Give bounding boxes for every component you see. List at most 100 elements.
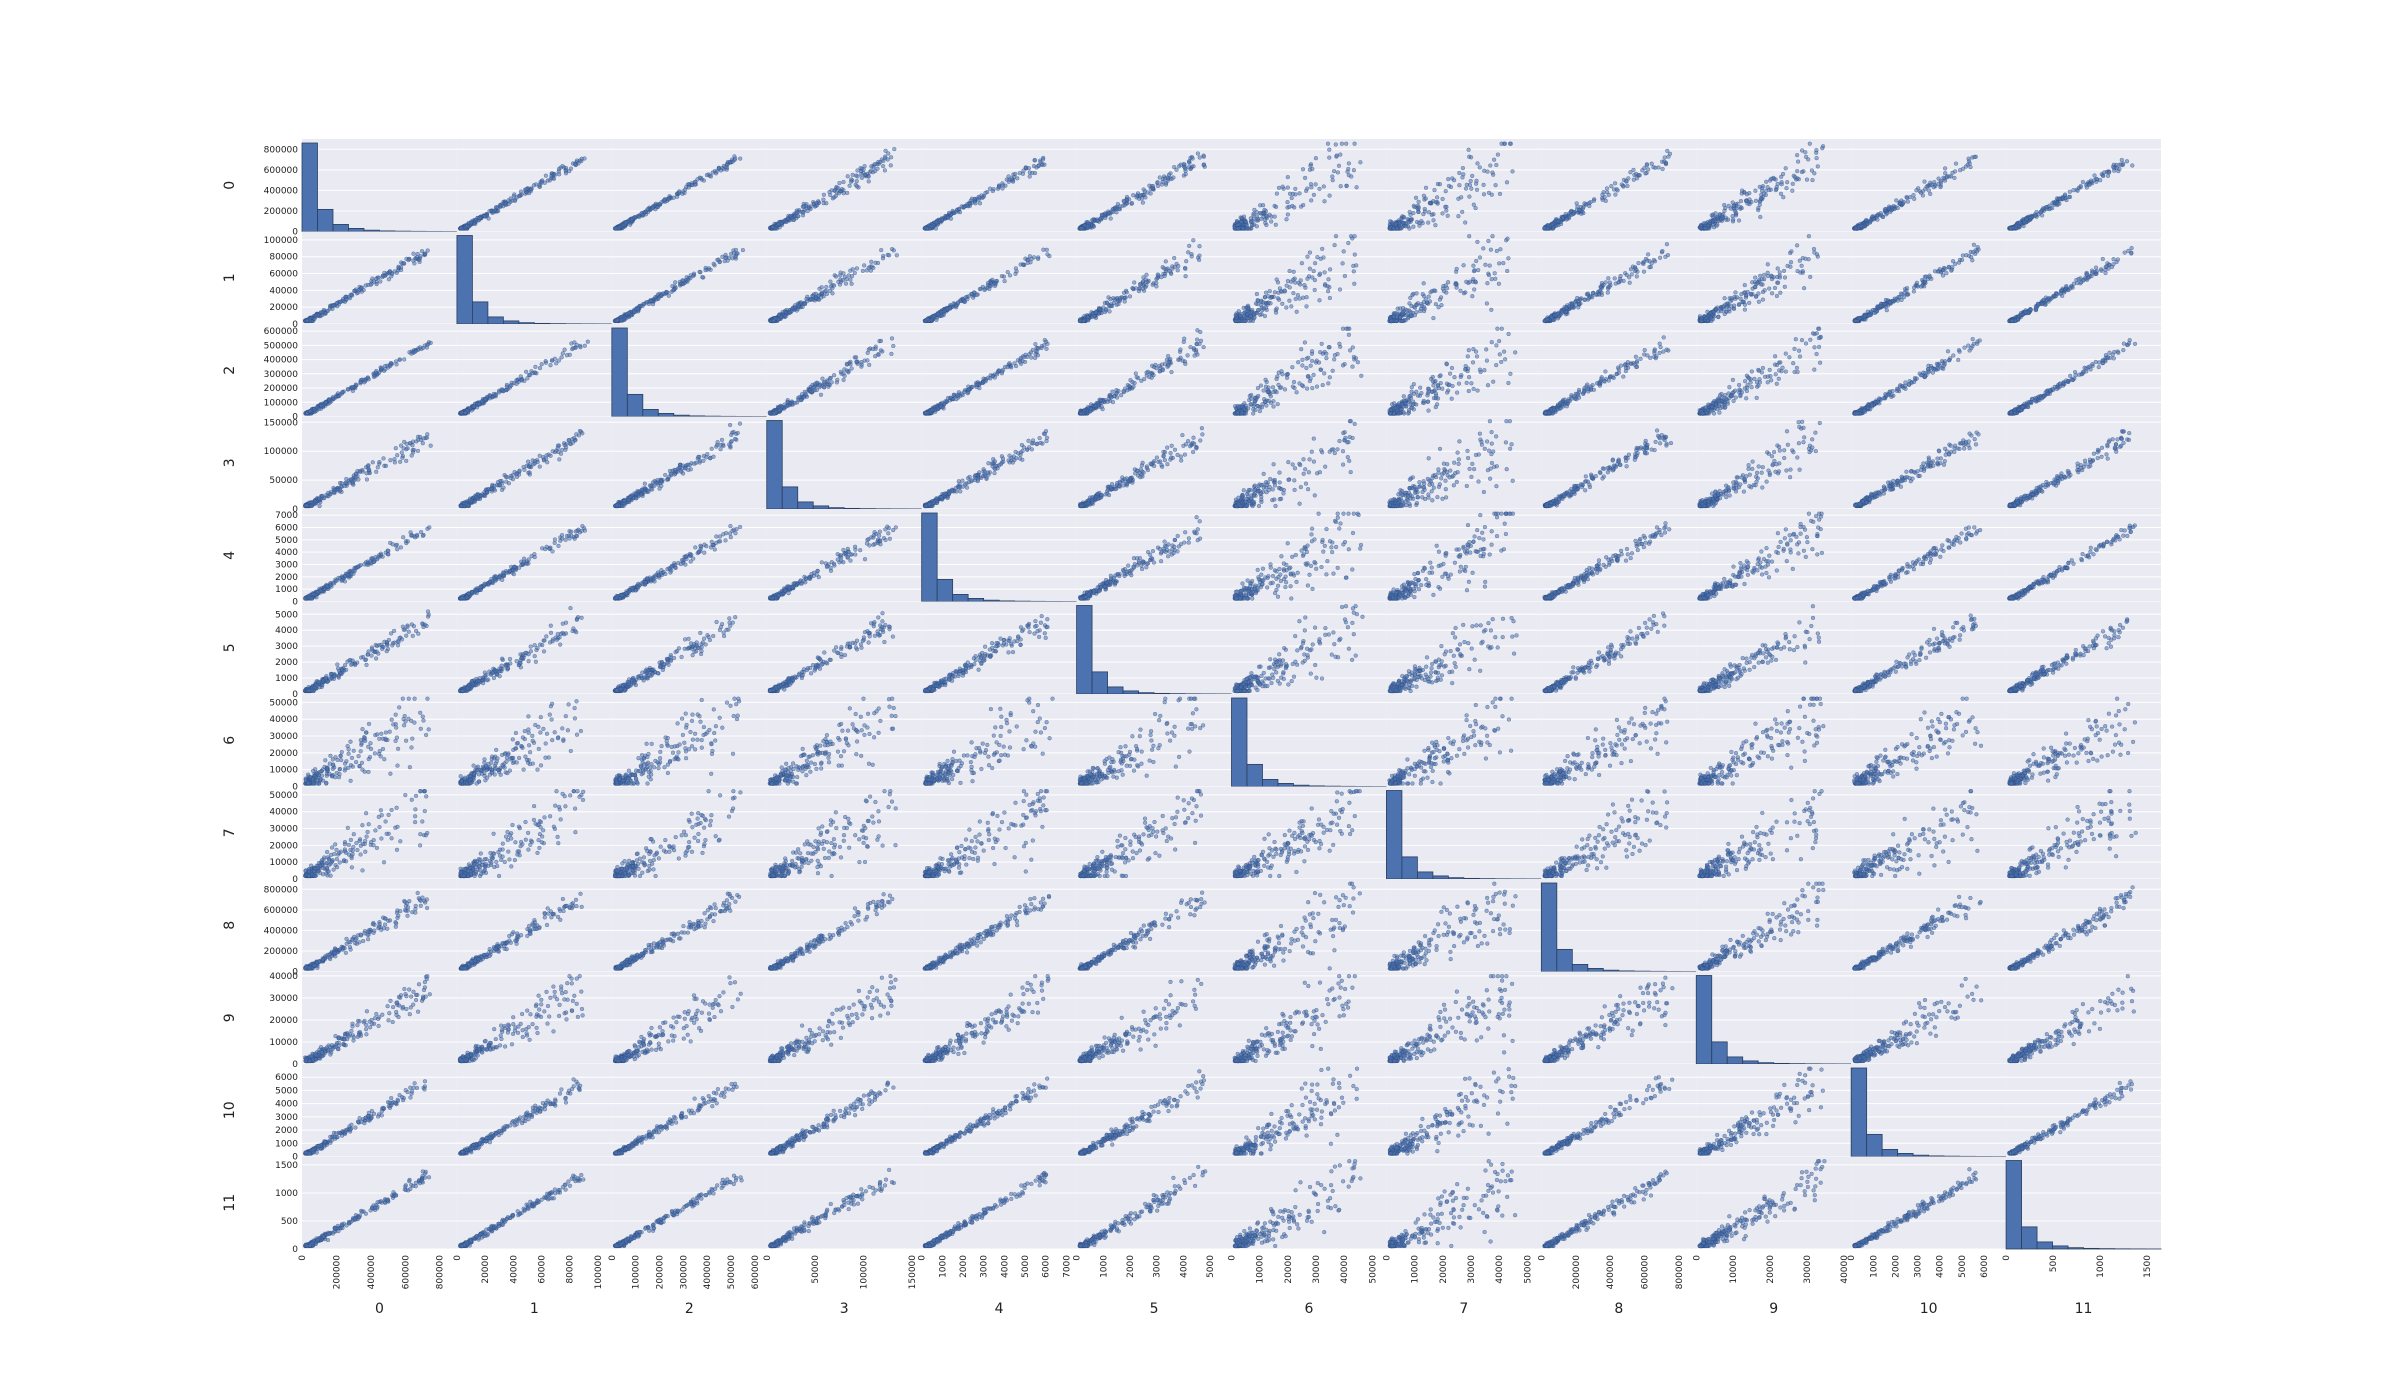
- scatter-point: [1327, 147, 1332, 152]
- scatter-point: [1155, 180, 1160, 185]
- scatter-point: [836, 279, 841, 284]
- scatter-point: [626, 310, 631, 316]
- scatter-point: [338, 299, 343, 304]
- scatter-point: [1905, 195, 1910, 200]
- scatter-point: [1394, 311, 1399, 316]
- hist-bar: [301, 142, 318, 232]
- scatter-point: [1349, 174, 1354, 179]
- scatter-point: [1124, 194, 1130, 200]
- scatter-point: [876, 159, 881, 165]
- scatter-point: [887, 253, 892, 258]
- scatter-point: [862, 164, 867, 169]
- scatter-point: [733, 247, 738, 252]
- scatter-point: [1792, 175, 1798, 180]
- panel-1-3: [766, 231, 922, 325]
- scatter-point: [1467, 234, 1472, 239]
- scatter-point: [841, 271, 846, 276]
- scatter-point: [1505, 236, 1510, 241]
- scatter-point: [798, 300, 804, 305]
- scatter-point: [1103, 211, 1108, 216]
- scatter-point: [1352, 281, 1357, 286]
- scatter-point: [1435, 201, 1440, 206]
- scatter-point: [1293, 296, 1298, 301]
- scatter-point: [1768, 178, 1773, 183]
- scatter-point: [1703, 226, 1708, 231]
- scatter-point: [423, 251, 428, 256]
- scatter-point: [1769, 277, 1775, 282]
- scatter-point: [1900, 201, 1906, 206]
- scatter-point: [1267, 289, 1272, 294]
- scatter-point: [1938, 185, 1943, 190]
- scatter-point: [2119, 157, 2124, 163]
- scatter-point: [1311, 192, 1316, 197]
- scatter-point: [1698, 225, 1703, 230]
- scatter-point: [1486, 238, 1491, 244]
- scatter-point: [1756, 291, 1761, 296]
- scatter-point: [2060, 196, 2065, 201]
- scatter-point: [850, 172, 855, 177]
- scatter-point: [1327, 155, 1332, 160]
- scatter-point: [1027, 174, 1032, 179]
- scatter-point: [1191, 238, 1196, 243]
- scatter-point: [1718, 307, 1723, 312]
- scatter-point: [1102, 300, 1107, 306]
- scatter-point: [323, 311, 328, 316]
- scatter-point: [1457, 183, 1462, 188]
- panel-1-9: [1696, 231, 1852, 325]
- scatter-point: [1044, 247, 1049, 252]
- hist-bar: [487, 316, 504, 325]
- scatter-point: [801, 210, 806, 215]
- scatter-point: [1441, 284, 1446, 289]
- scatter-point: [1772, 285, 1778, 291]
- scatter-point: [1430, 288, 1435, 294]
- scatter-point: [789, 308, 794, 313]
- scatter-point: [635, 306, 640, 311]
- scatter-point: [1443, 204, 1448, 209]
- scatter-point: [854, 179, 859, 184]
- scatter-point: [1730, 214, 1735, 219]
- scatter-point: [994, 279, 999, 284]
- scatter-point: [845, 190, 850, 195]
- panel-1-0: [302, 231, 457, 325]
- scatter-point: [945, 215, 950, 220]
- scatter-point: [1259, 216, 1264, 221]
- scatter-point: [1404, 313, 1409, 318]
- scatter-point: [1320, 246, 1325, 251]
- scatter-point: [1472, 269, 1477, 274]
- scatter-point: [1273, 222, 1278, 227]
- scatter-point: [378, 279, 383, 284]
- scatter-point: [1047, 254, 1052, 259]
- scatter-point: [1779, 180, 1784, 185]
- scatter-point: [1763, 188, 1769, 193]
- scatter-point: [1649, 261, 1654, 266]
- scatter-point: [1966, 156, 1971, 161]
- scatter-point: [671, 195, 676, 200]
- scatter-point: [1095, 218, 1100, 223]
- scatter-point: [501, 204, 506, 209]
- scatter-point: [1250, 318, 1255, 324]
- scatter-point: [1461, 263, 1466, 268]
- scatter-point: [1636, 261, 1641, 266]
- scatter-point: [681, 278, 686, 283]
- scatter-point: [1472, 287, 1477, 292]
- scatter-point: [883, 154, 888, 159]
- scatter-point: [1811, 246, 1817, 252]
- scatter-point: [1311, 269, 1316, 274]
- scatter-point: [2092, 173, 2097, 178]
- scatter-point: [1344, 183, 1349, 188]
- scatter-point: [730, 159, 735, 164]
- scatter-point: [1201, 154, 1206, 159]
- scatter-point: [1250, 219, 1255, 224]
- scatter-point: [1191, 164, 1196, 169]
- scatter-point: [827, 288, 832, 293]
- scatter-point: [1612, 276, 1617, 281]
- scatter-point: [1814, 148, 1819, 153]
- scatter-point: [966, 294, 971, 299]
- scatter-point: [374, 276, 379, 281]
- scatter-point: [1419, 219, 1424, 224]
- scatter-point: [1937, 267, 1942, 272]
- scatter-point: [939, 217, 945, 222]
- scatter-point: [1081, 318, 1086, 324]
- scatter-point: [925, 316, 930, 321]
- scatter-point: [1483, 262, 1488, 267]
